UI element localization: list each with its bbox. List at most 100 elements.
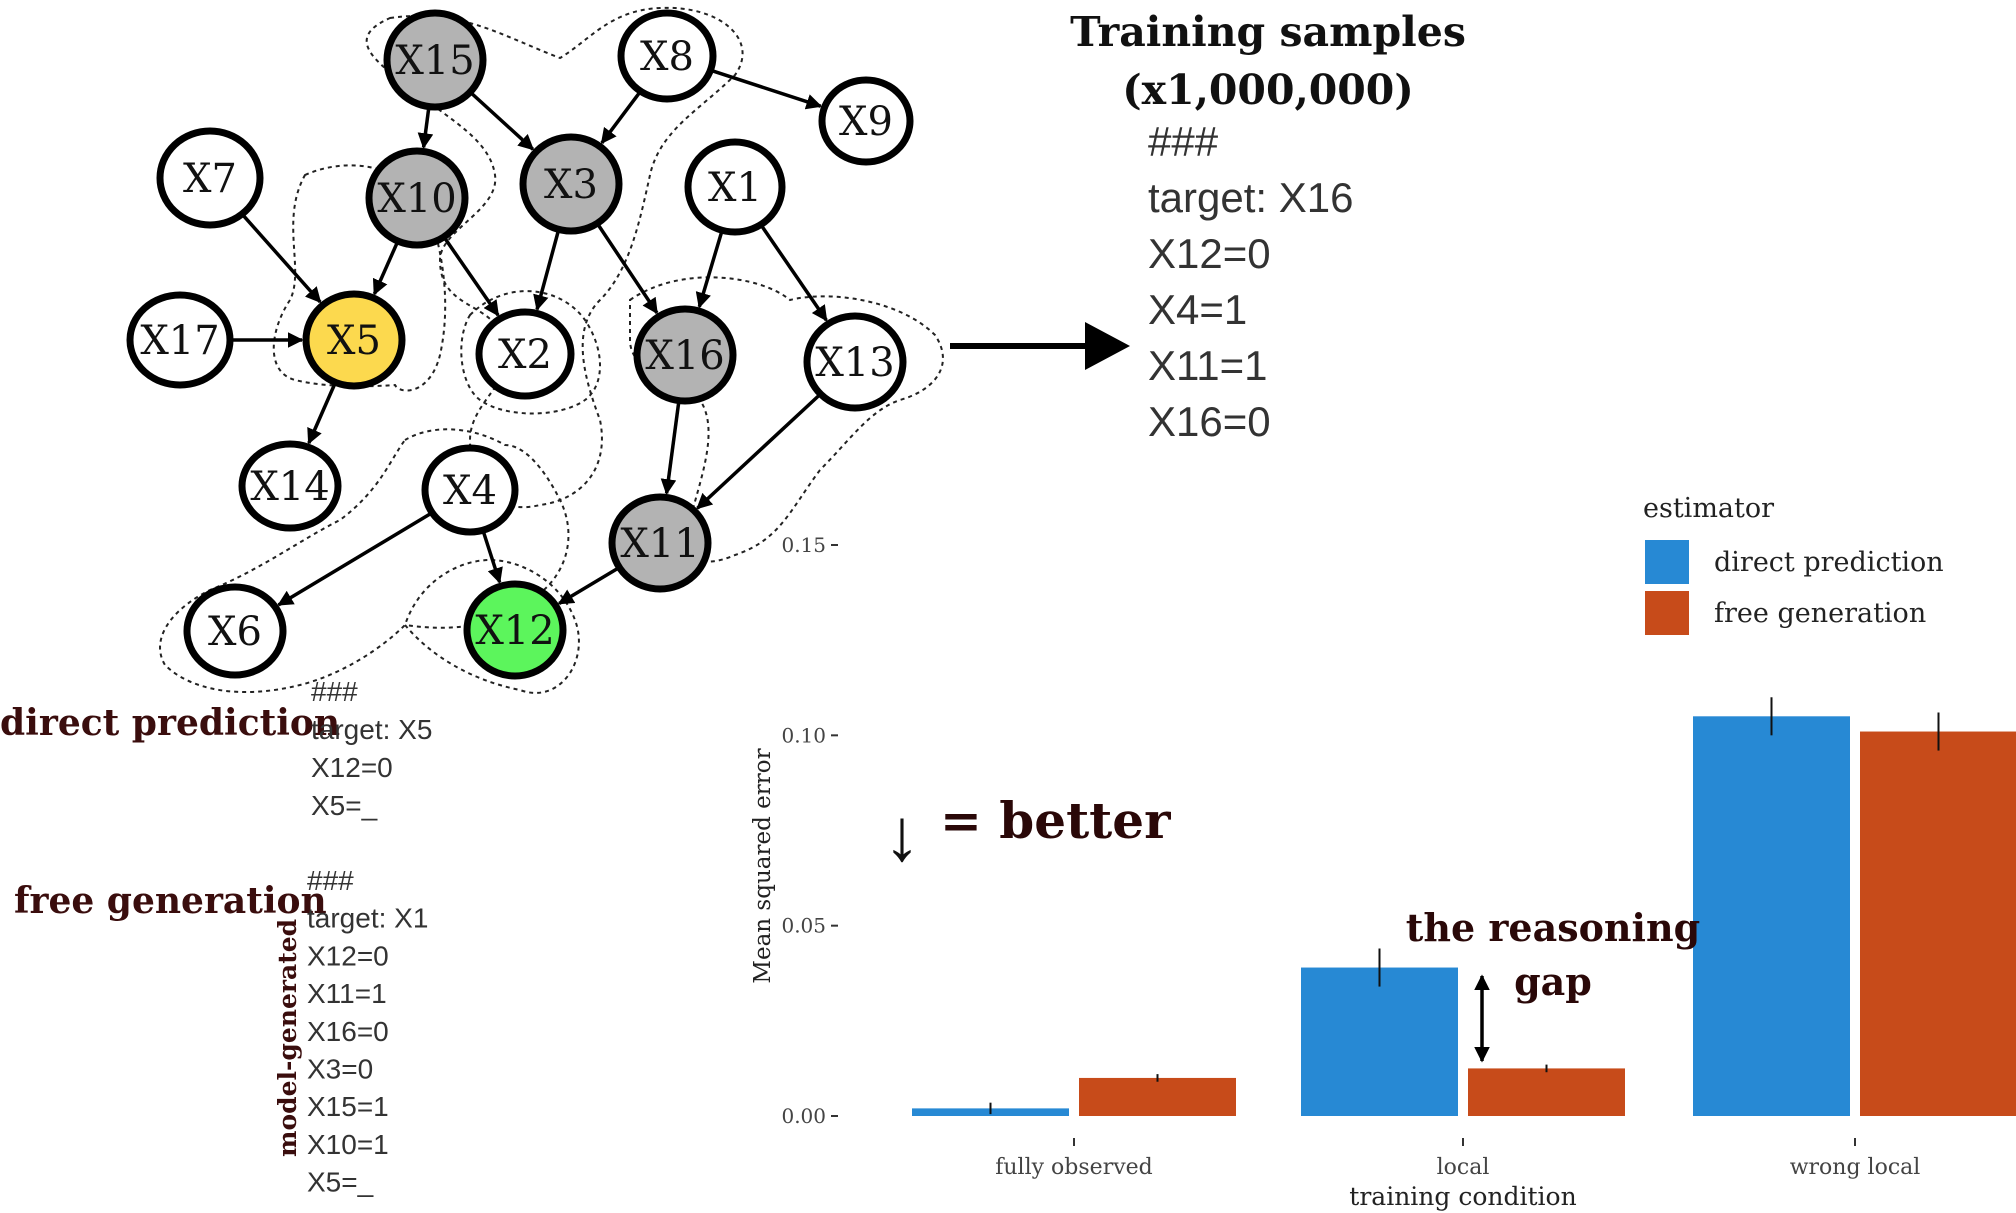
free-generation-block: free generation model-generated ### targe… xyxy=(14,865,428,1198)
graph-node-x2: X2 xyxy=(475,308,575,400)
graph-edge-x15-x10 xyxy=(417,108,434,149)
training-sample-line: ### xyxy=(1148,118,1219,165)
bar-direct-prediction-wrong-local xyxy=(1693,716,1850,1116)
graph-node-x9: X9 xyxy=(818,76,914,166)
graph-node-label: X17 xyxy=(140,318,219,364)
graph-node-x15: X15 xyxy=(383,9,487,111)
graph-node-label: X4 xyxy=(443,468,497,514)
graph-node-label: X3 xyxy=(544,162,598,208)
graph-edge-x11-x12 xyxy=(557,566,619,606)
direct-prediction-label: direct prediction xyxy=(0,702,340,744)
graph-edge-x8-x9 xyxy=(711,69,823,110)
legend-swatch xyxy=(1645,540,1689,584)
x-axis-label: training condition xyxy=(1349,1182,1576,1211)
graph-node-label: X7 xyxy=(183,156,237,202)
x-tick-label: fully observed xyxy=(995,1155,1153,1180)
direct-prediction-line: X12=0 xyxy=(311,752,393,783)
graph-node-x10: X10 xyxy=(365,147,469,249)
graph-edges xyxy=(232,69,828,607)
graph-node-x14: X14 xyxy=(238,440,342,532)
bar-free-generation-fully-observed xyxy=(1079,1077,1236,1116)
free-generation-line: X16=0 xyxy=(307,1016,389,1047)
free-generation-line: X12=0 xyxy=(307,940,389,971)
graph-node-x3: X3 xyxy=(519,133,623,235)
graph-node-label: X5 xyxy=(327,318,381,364)
free-generation-line: X15=1 xyxy=(307,1091,389,1122)
training-title-line1: Training samples xyxy=(1070,8,1466,56)
graph-node-x13: X13 xyxy=(803,312,907,412)
graph-node-label: X9 xyxy=(839,99,893,145)
graph-node-circle xyxy=(183,583,287,679)
reasoning-gap-line2: gap xyxy=(1514,959,1592,1004)
graph-nodes: X15 X8 X9 X7 X10 X3 X1 X17 X5 X2 X16 X13 X14 X4 X11 X6 X… xyxy=(126,9,914,680)
graph-edge-x7-x5 xyxy=(242,214,322,304)
free-generation-lines: ### target: X1 X12=0 X11=1 X16=0 X3=0 X15=1 X10… xyxy=(307,865,428,1198)
graph-node-label: X16 xyxy=(645,333,724,379)
legend-swatch xyxy=(1645,591,1689,635)
free-generation-line: ### xyxy=(307,865,354,896)
graph-node-label: X6 xyxy=(208,609,262,655)
graph-edge-x3-x2 xyxy=(533,230,560,311)
training-samples-block: Training samples (x1,000,000) ### target:… xyxy=(1070,8,1466,445)
graph-node-x6: X6 xyxy=(183,583,287,679)
y-tick-label: 0.00 xyxy=(781,1104,826,1128)
bars xyxy=(912,716,2016,1116)
graph-edge-x10-x2 xyxy=(443,237,500,317)
graph-node-x17: X17 xyxy=(126,291,234,389)
y-axis-label: Mean squared error xyxy=(750,748,776,983)
graph-edge-x16-x11 xyxy=(660,402,681,495)
y-tick-label: 0.10 xyxy=(781,723,826,747)
error-bars xyxy=(989,697,1940,1115)
graph-node-circle xyxy=(463,580,567,680)
free-generation-line: target: X1 xyxy=(307,903,428,934)
graph-node-label: X12 xyxy=(475,608,554,654)
graph-node-circle xyxy=(633,305,737,405)
x-tick-label: local xyxy=(1437,1155,1490,1180)
graph-node-circle xyxy=(684,138,786,236)
training-sample-line: X11=1 xyxy=(1148,342,1268,389)
down-arrow-icon: ↓ xyxy=(884,793,921,876)
y-tick-label: 0.05 xyxy=(781,914,826,938)
graph-edge-x1-x13 xyxy=(760,225,828,322)
graph-node-circle xyxy=(617,9,717,103)
graph-node-circle xyxy=(238,440,342,532)
bar-free-generation-wrong-local xyxy=(1860,731,2016,1116)
training-sample-line: X4=1 xyxy=(1148,286,1247,333)
graph-node-circle xyxy=(421,444,519,536)
graph-node-x16: X16 xyxy=(633,305,737,405)
graph-to-samples-arrow xyxy=(950,322,1130,370)
free-generation-line: X10=1 xyxy=(307,1129,389,1160)
graph-edge-x13-x11 xyxy=(696,394,821,510)
graph-node-x7: X7 xyxy=(156,127,264,229)
graph-node-x5: X5 xyxy=(302,290,406,390)
neighborhood-outline-x2 xyxy=(460,290,601,415)
free-generation-label: free generation xyxy=(14,880,327,922)
training-sample-line: X16=0 xyxy=(1148,398,1271,445)
legend-entry-label: direct prediction xyxy=(1714,547,1944,578)
graph-node-circle xyxy=(302,290,406,390)
graph-node-circle xyxy=(383,9,487,111)
graph-edge-x4-x6 xyxy=(277,512,432,607)
graph-edge-x3-x16 xyxy=(596,224,659,315)
graph-node-circle xyxy=(818,76,914,166)
graph-node-label: X8 xyxy=(640,34,694,80)
bar-free-generation-local xyxy=(1468,1068,1625,1116)
graph-edge-x1-x16 xyxy=(695,231,724,309)
neighborhood-outline-upper xyxy=(365,6,744,509)
direct-prediction-line: ### xyxy=(311,676,358,707)
free-generation-line: X11=1 xyxy=(307,978,387,1009)
graph-node-circle xyxy=(475,308,575,400)
better-annotation: ↓ = better xyxy=(884,791,1172,876)
training-sample-lines: ### target: X16 X12=0 X4=1 X11=1 X16=0 xyxy=(1148,118,1353,445)
neighborhood-outline-x5 xyxy=(272,164,447,392)
graph-edge-x15-x3 xyxy=(470,92,535,151)
training-sample-line: target: X16 xyxy=(1148,174,1353,221)
legend-entry-label: free generation xyxy=(1714,598,1926,629)
training-sample-line: X12=0 xyxy=(1148,230,1271,277)
legend-title: estimator xyxy=(1643,493,1774,524)
graph-edge-x10-x5 xyxy=(372,242,399,296)
better-label: = better xyxy=(940,791,1171,850)
graph-node-label: X1 xyxy=(708,165,762,211)
legend: estimator direct prediction free generati… xyxy=(1643,493,1944,635)
